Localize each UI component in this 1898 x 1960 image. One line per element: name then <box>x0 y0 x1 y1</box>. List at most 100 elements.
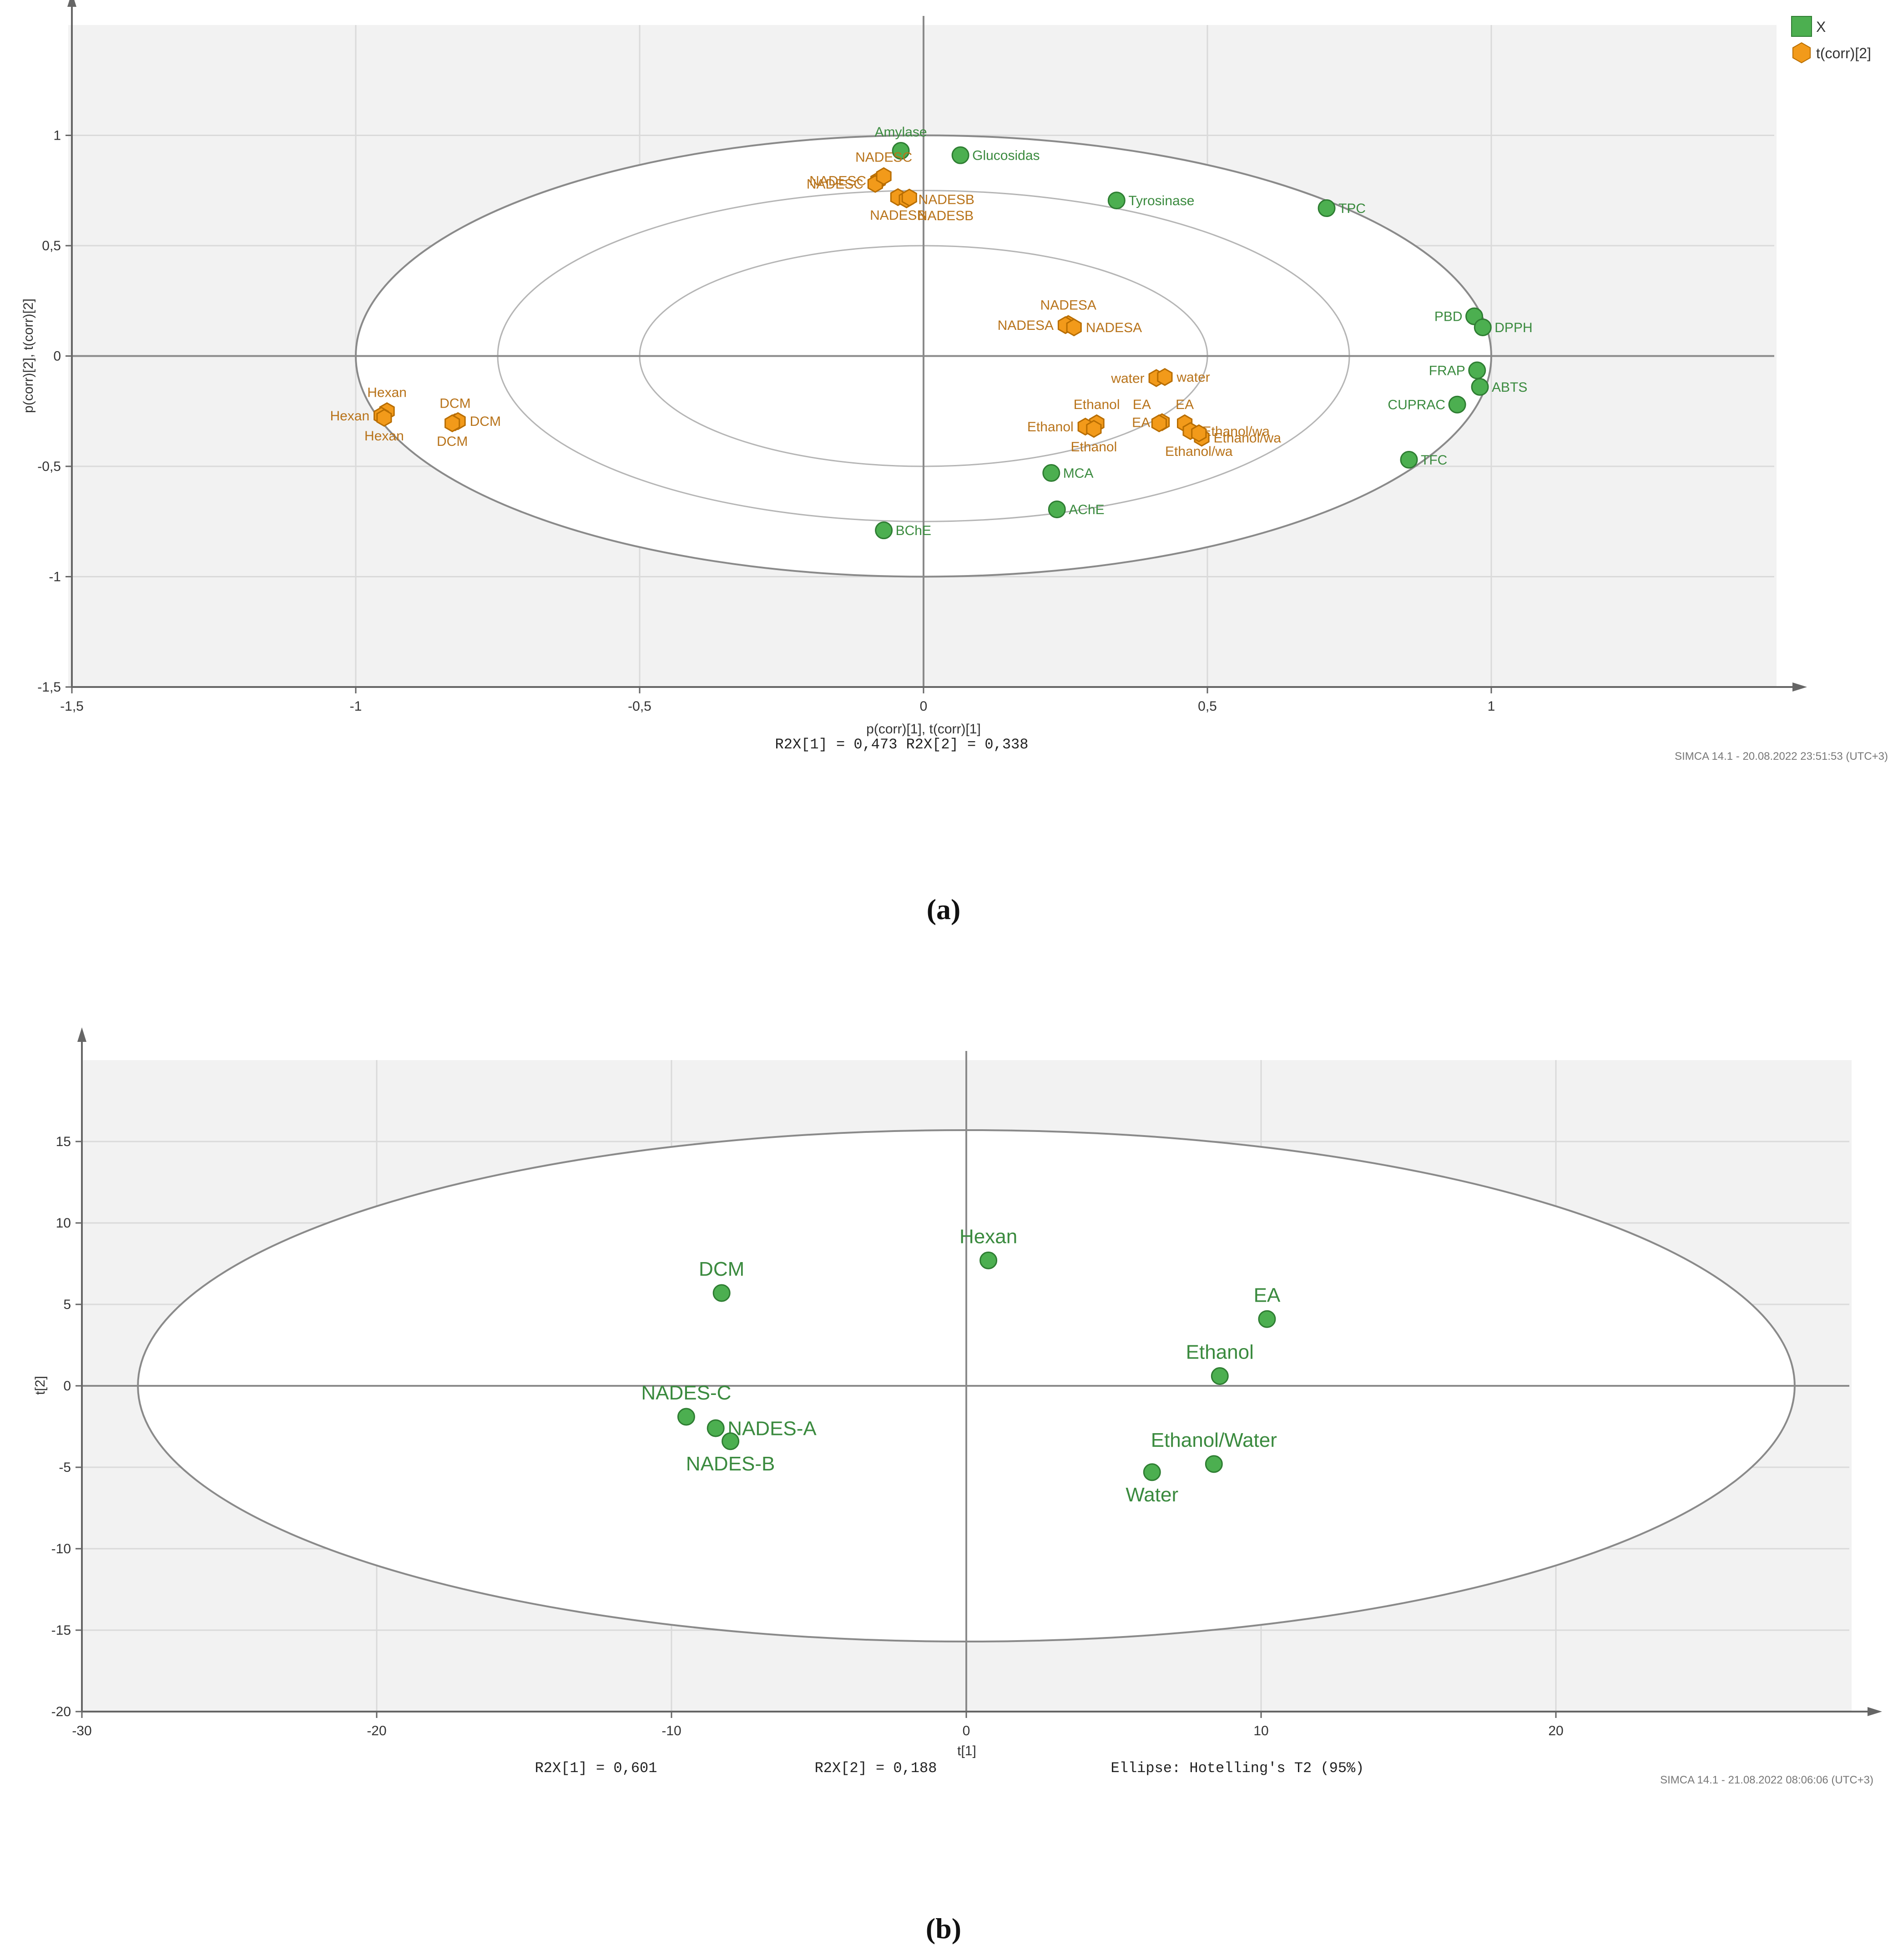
score-point <box>677 1408 695 1426</box>
y-tick-label: 0 <box>53 349 61 364</box>
x-tick-label: -30 <box>72 1723 91 1738</box>
point-label: EA <box>1132 415 1150 430</box>
x-axis-label-b: t[1] <box>957 1743 976 1758</box>
x-tick-label: 10 <box>1253 1723 1268 1738</box>
score-point <box>1143 1463 1161 1481</box>
point-label: EA <box>1133 397 1151 412</box>
y-tick-label: 0,5 <box>42 238 61 253</box>
y-tick-label: 10 <box>56 1216 71 1231</box>
stats-text-a: R2X[1] = 0,473 R2X[2] = 0,338 <box>775 736 1029 753</box>
y-axis-label-b: t[2] <box>33 1376 48 1395</box>
score-point <box>1400 450 1418 469</box>
score-point <box>1211 1367 1229 1385</box>
x-tick-label: -10 <box>661 1723 681 1738</box>
y-axis-arrow <box>67 0 76 7</box>
legend-a: X t(corr)[2] <box>1791 16 1871 64</box>
score-point <box>1258 1310 1276 1328</box>
y-tick-label: -1,5 <box>37 680 61 695</box>
point-label: NADESB <box>870 208 926 223</box>
legend-x-label: X <box>1816 19 1826 35</box>
legend-t-label: t(corr)[2] <box>1816 45 1871 61</box>
x-axis-label-a: p(corr)[1], t(corr)[1] <box>866 722 981 737</box>
x-tick-label: -1,5 <box>60 699 84 714</box>
loading-point-hex <box>444 414 460 433</box>
y-tick-label: 15 <box>56 1134 71 1149</box>
axes-a <box>67 0 1807 692</box>
point-label: NADES-A <box>727 1417 817 1440</box>
point-label: NADESB <box>919 192 974 207</box>
point-label: NADES-C <box>641 1382 731 1404</box>
point-label: Ethanol/wa <box>1202 424 1270 439</box>
point-label: Ethanol <box>1186 1341 1254 1364</box>
y-axis-label-a: p(corr)[2], t(corr)[2] <box>21 298 36 413</box>
point-label: NADESC <box>809 173 866 188</box>
caption-a: (a) <box>927 893 961 925</box>
point-label: TFC <box>1421 453 1447 468</box>
score-point <box>1468 361 1486 379</box>
stats-r2x2-b: R2X[2] = 0,188 <box>815 1760 937 1777</box>
point-label: Glucosidas <box>972 148 1040 163</box>
x-tick-label: 0 <box>920 699 928 714</box>
point-label: Hexan <box>367 385 407 400</box>
point-label: Tyrosinase <box>1128 193 1194 208</box>
point-label: EA <box>1176 397 1194 412</box>
point-label: NADESC <box>807 177 863 192</box>
score-point <box>1474 318 1492 336</box>
x-tick-label: 20 <box>1548 1723 1563 1738</box>
x-tick-label: 0,5 <box>1198 699 1217 714</box>
caption-b: (b) <box>926 1912 961 1945</box>
point-label: BChE <box>896 523 931 538</box>
point-label: PBD <box>1434 309 1463 324</box>
point-label: Ethanol <box>1071 439 1117 455</box>
stats-r2x1-b: R2X[1] = 0,601 <box>535 1760 657 1777</box>
point-label: DPPH <box>1494 320 1532 335</box>
x-axis-arrow <box>1792 682 1807 692</box>
point-label: ABTS <box>1492 380 1527 395</box>
footer-b: SIMCA 14.1 - 21.08.2022 08:06:06 (UTC+3) <box>1660 1774 1873 1786</box>
axes-b <box>77 1027 1882 1716</box>
score-point <box>1317 199 1336 217</box>
point-label: FRAP <box>1429 364 1465 379</box>
point-label: NADES-B <box>686 1453 775 1475</box>
y-tick-label: -0,5 <box>37 459 61 474</box>
point-label: AChE <box>1069 502 1104 517</box>
score-point <box>1048 500 1066 519</box>
point-label: DCM <box>699 1258 744 1280</box>
y-tick-label: -10 <box>51 1541 71 1556</box>
score-point <box>979 1251 998 1269</box>
point-label: DCM <box>437 434 468 449</box>
point-label: Hexan <box>330 409 369 424</box>
loading-point-hex <box>1157 368 1173 386</box>
y-tick-label: 1 <box>53 128 61 143</box>
score-point <box>875 521 893 540</box>
point-label: NADESC <box>855 150 912 165</box>
x-tick-label: 0 <box>963 1723 970 1738</box>
point-label: NADESB <box>918 208 974 223</box>
point-label: DCM <box>470 414 501 429</box>
score-point <box>1205 1455 1223 1473</box>
panel-a-score-loading-plot: -1,5 -1 -0,5 0 0,5 1 -1,5 -1 -0,5 0 0,5 1 Amylase Gl… <box>21 0 1888 763</box>
point-label: Hexan <box>959 1226 1017 1248</box>
score-point <box>951 146 969 164</box>
point-label: water <box>1176 370 1210 385</box>
score-point <box>1107 192 1126 210</box>
point-label: DCM <box>439 396 470 411</box>
loading-point-hex <box>1151 414 1167 433</box>
point-label: TPC <box>1338 201 1366 216</box>
point-label: Ethanol <box>1027 419 1074 434</box>
point-label: CUPRAC <box>1388 398 1445 413</box>
score-point <box>1448 395 1466 414</box>
point-label: Ethanol/Water <box>1151 1429 1277 1451</box>
loading-point-hex <box>1086 419 1102 438</box>
point-label: NADESA <box>1040 298 1096 313</box>
legend-x-swatch <box>1791 16 1812 37</box>
x-tick-label: -0,5 <box>628 699 651 714</box>
x-tick-label: -1 <box>350 699 362 714</box>
ticks-a: -1,5 -1 -0,5 0 0,5 1 -1,5 -1 -0,5 0 0,5 1 <box>37 128 1495 714</box>
point-label: EA <box>1254 1284 1281 1306</box>
point-label: Ethanol/wa <box>1165 444 1233 459</box>
score-point <box>722 1432 740 1450</box>
point-label: Hexan <box>364 429 404 444</box>
points-a: Amylase Glucosidas Tyrosinase TPC PBD DPPH FRA… <box>330 125 1533 540</box>
